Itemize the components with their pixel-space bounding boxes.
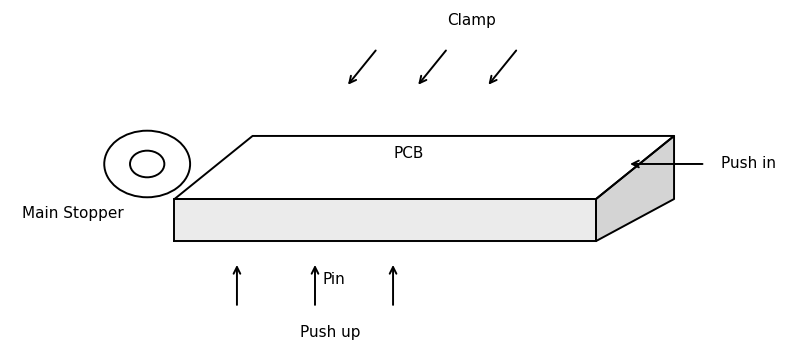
Polygon shape [174, 199, 596, 241]
Text: Push up: Push up [300, 325, 361, 340]
Text: Push in: Push in [721, 157, 776, 172]
Text: www.greattong.com: www.greattong.com [280, 176, 506, 215]
Polygon shape [174, 136, 674, 199]
Text: Pin: Pin [323, 272, 345, 287]
Polygon shape [596, 136, 674, 241]
Text: PCB: PCB [394, 146, 424, 161]
Text: Clamp: Clamp [447, 13, 496, 28]
Text: Main Stopper: Main Stopper [22, 205, 124, 221]
Ellipse shape [130, 151, 165, 177]
Ellipse shape [105, 131, 190, 197]
